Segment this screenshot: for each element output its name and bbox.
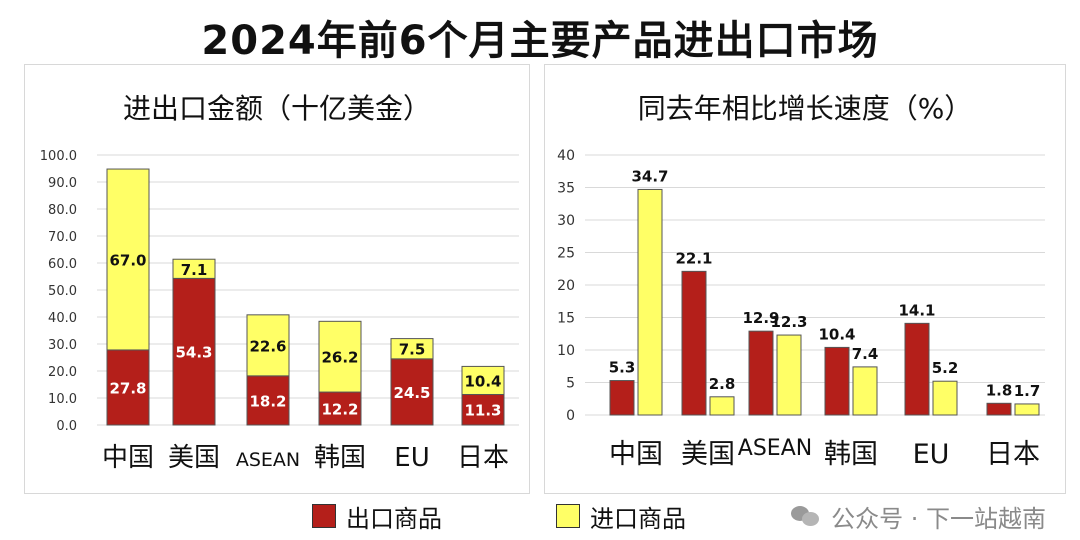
chart-title: 同去年相比增长速度（%） [637,92,973,125]
legend-item-import: 进口商品 [556,496,686,536]
data-label-export: 14.1 [898,301,935,319]
data-label-export: 10.4 [818,325,855,343]
data-label-export: 54.3 [175,344,212,362]
bar-export [461,393,505,426]
data-label-import: 2.8 [709,375,736,393]
y-tick-label: 20.0 [48,365,77,380]
stacked-value-chart-panel: 进出口金额（十亿美金） 0.0 10.0 20.0 30.0 40.0 50.0 60.0 7… [24,64,530,494]
data-label-export: 27.8 [109,379,146,397]
y-tick-label: 0.0 [56,419,77,434]
y-tick-label: 25 [557,246,575,262]
data-label-import: 26.2 [321,349,358,367]
grouped-bar-chart: 0 5 10 15 20 25 30 35 40 5.3 34.7 中国 22.1 2.8 美国 12.912… [557,148,1045,470]
data-label-export: 5.3 [609,359,636,377]
y-tick-label: 50.0 [48,284,77,299]
bar-import [106,168,150,351]
y-tick-label: 40.0 [48,311,77,326]
legend-label: 进口商品 [590,504,686,533]
chart-title: 进出口金额（十亿美金） [122,92,431,125]
bar-import [390,338,434,360]
y-tick-label: 35 [557,181,575,197]
data-label-import: 22.6 [249,337,286,355]
data-label-export: 12.9 [742,309,779,327]
watermark: 公众号 · 下一站越南 [791,496,1046,536]
data-label-export: 22.1 [675,249,712,267]
bar-import [776,334,802,416]
y-tick-label: 10.0 [48,392,77,407]
data-label-import: 12.3 [770,313,807,331]
bar-import [852,366,878,416]
bar-export [681,270,707,416]
stacked-bar-chart: 0.0 10.0 20.0 30.0 40.0 50.0 60.0 70.0 80.0 90.0 1… [40,149,519,473]
x-tick-label: ASEAN [738,436,812,461]
bar-import [1014,403,1040,416]
y-tick-label: 10 [557,343,575,359]
watermark-text: 公众号 · 下一站越南 [831,504,1046,533]
data-label-export: 12.2 [321,401,358,419]
bar-export [609,380,635,416]
x-tick-label: EU [913,439,950,470]
wechat-icon [791,504,821,528]
x-tick-label: 中国 [609,439,663,470]
x-tick-label: 韩国 [824,439,878,470]
y-tick-label: 0 [566,408,575,424]
bar-export [172,277,216,426]
data-label-export: 18.2 [249,392,286,410]
data-label-import: 7.1 [181,261,208,279]
x-tick-label: ASEAN [236,449,300,471]
bar-import [172,258,216,279]
bar-import [932,380,958,416]
bar-export [748,330,774,416]
bar-export [390,358,434,426]
data-label-import: 34.7 [631,167,668,185]
data-label-export: 11.3 [464,402,501,420]
data-label-import: 7.4 [852,345,879,363]
x-tick-label: 中国 [102,443,154,473]
y-tick-label: 5 [566,376,575,392]
y-tick-label: 100.0 [40,149,77,164]
bar-export [904,322,930,416]
legend-label: 出口商品 [346,504,442,533]
y-tick-label: 30 [557,213,575,229]
legend-item-export: 出口商品 [312,496,442,536]
bar-export [318,391,362,426]
data-label-import: 7.5 [399,341,426,359]
legend-swatch-import [556,504,580,528]
x-tick-label: 美国 [681,439,735,470]
y-tick-label: 80.0 [48,203,77,218]
bar-import [318,320,362,393]
bar-import [709,396,735,416]
x-tick-label: EU [394,443,429,473]
data-label-import: 10.4 [464,372,501,390]
data-label-export: 24.5 [393,384,430,402]
bar-export [246,375,290,426]
legend-swatch-export [312,504,336,528]
data-label-export: 1.8 [986,381,1013,399]
page-title: 2024年前6个月主要产品进出口市场 [201,18,879,64]
x-tick-label: 韩国 [314,443,366,473]
bar-import [461,365,505,395]
bar-export [106,349,150,426]
bar-export [986,402,1012,416]
bar-import [246,314,290,377]
y-tick-label: 20 [557,278,575,294]
data-label-import: 1.7 [1014,382,1041,400]
data-label-import: 67.0 [109,251,146,269]
y-tick-label: 30.0 [48,338,77,353]
growth-rate-chart-panel: 同去年相比增长速度（%） 0 5 10 15 20 25 30 35 40 5.3 34.7 中国 22… [544,64,1066,494]
x-tick-label: 日本 [986,439,1040,470]
x-tick-label: 日本 [457,443,509,473]
bar-import [637,188,663,416]
y-tick-label: 40 [557,148,575,164]
y-tick-label: 90.0 [48,176,77,191]
y-tick-label: 15 [557,311,575,327]
x-tick-label: 美国 [168,443,220,473]
data-label-import: 5.2 [932,359,959,377]
y-tick-label: 60.0 [48,257,77,272]
y-tick-label: 70.0 [48,230,77,245]
bar-export [824,346,850,416]
